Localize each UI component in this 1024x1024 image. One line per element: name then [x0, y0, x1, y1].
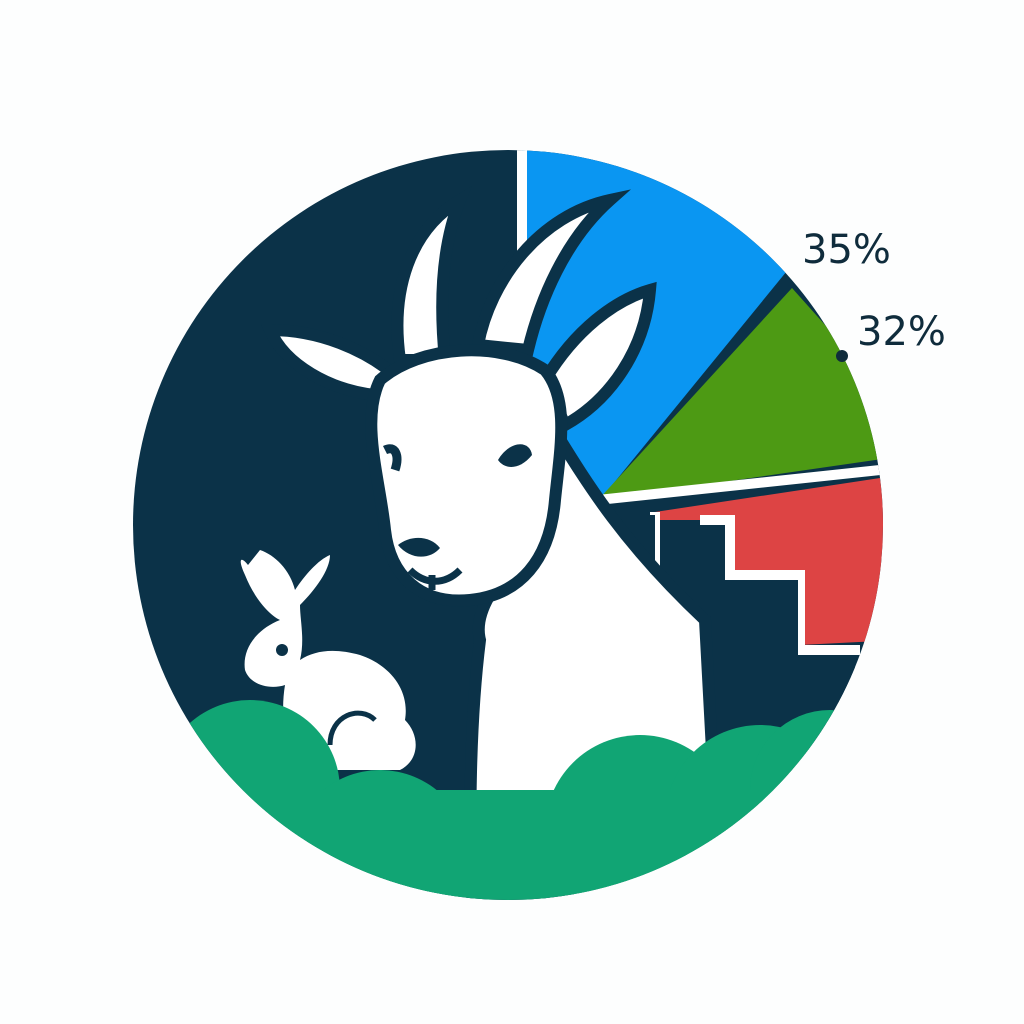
green-slice: [598, 288, 883, 500]
rabbit-haunch-line: [327, 710, 377, 746]
goat-nose: [398, 537, 440, 557]
goat-ear-left: [260, 323, 404, 402]
goat-head: [365, 344, 568, 607]
label-top-percent: 35%: [802, 227, 891, 273]
label-dot: [836, 350, 848, 362]
label-middle-percent: 32%: [857, 309, 946, 355]
goat-ear-right: [538, 281, 657, 434]
goat-mouth: [407, 567, 463, 590]
goat-eye-left: [382, 444, 402, 472]
goat-horn-left: [391, 185, 473, 366]
goat-horn-right: [470, 189, 632, 357]
goat-eye-right: [498, 444, 532, 467]
rabbit-eye: [276, 644, 288, 656]
